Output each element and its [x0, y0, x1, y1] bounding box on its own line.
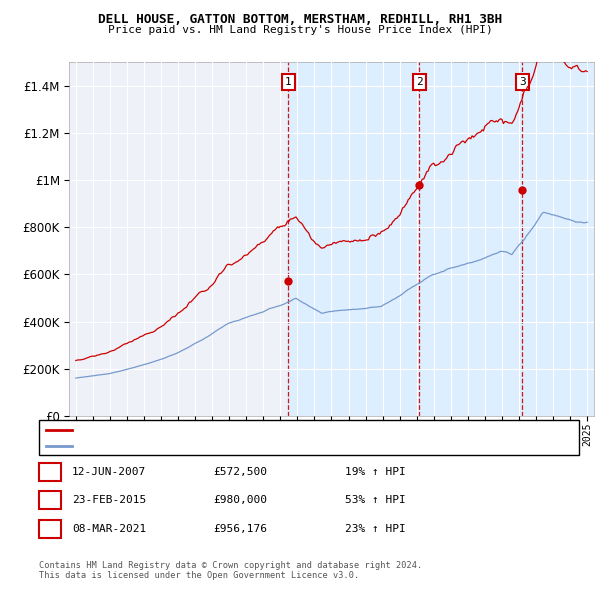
Text: 19% ↑ HPI: 19% ↑ HPI [345, 467, 406, 477]
Text: Price paid vs. HM Land Registry's House Price Index (HPI): Price paid vs. HM Land Registry's House … [107, 25, 493, 35]
Text: DELL HOUSE, GATTON BOTTOM, MERSTHAM, REDHILL, RH1 3BH (detached house): DELL HOUSE, GATTON BOTTOM, MERSTHAM, RED… [76, 425, 479, 434]
Text: £572,500: £572,500 [213, 467, 267, 477]
Text: 3: 3 [519, 77, 526, 87]
Text: DELL HOUSE, GATTON BOTTOM, MERSTHAM, REDHILL, RH1 3BH: DELL HOUSE, GATTON BOTTOM, MERSTHAM, RED… [98, 13, 502, 26]
Text: 23-FEB-2015: 23-FEB-2015 [72, 496, 146, 505]
Text: 3: 3 [47, 525, 53, 534]
Bar [288, 62, 594, 416]
Text: HPI: Average price, detached house, Reigate and Banstead: HPI: Average price, detached house, Reig… [76, 441, 398, 450]
Text: 1: 1 [284, 77, 292, 87]
Text: 2: 2 [416, 77, 422, 87]
Text: £956,176: £956,176 [213, 525, 267, 534]
Text: 12-JUN-2007: 12-JUN-2007 [72, 467, 146, 477]
Text: 1: 1 [47, 467, 53, 477]
Text: This data is licensed under the Open Government Licence v3.0.: This data is licensed under the Open Gov… [39, 571, 359, 580]
Text: 2: 2 [47, 496, 53, 505]
Text: 53% ↑ HPI: 53% ↑ HPI [345, 496, 406, 505]
Text: 08-MAR-2021: 08-MAR-2021 [72, 525, 146, 534]
Text: 23% ↑ HPI: 23% ↑ HPI [345, 525, 406, 534]
Text: Contains HM Land Registry data © Crown copyright and database right 2024.: Contains HM Land Registry data © Crown c… [39, 560, 422, 569]
Text: £980,000: £980,000 [213, 496, 267, 505]
